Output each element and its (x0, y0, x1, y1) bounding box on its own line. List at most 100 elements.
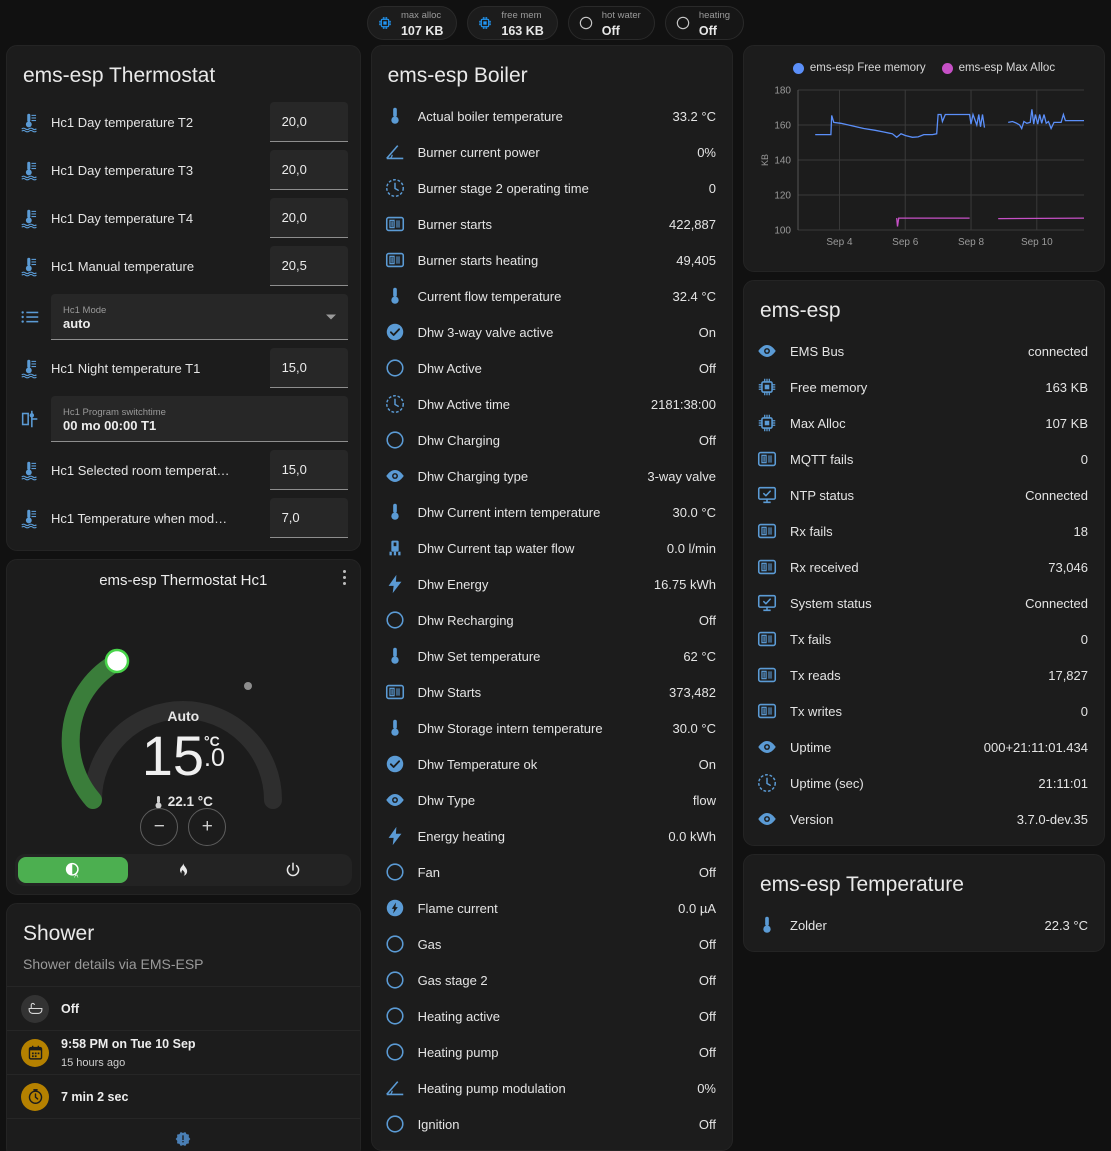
boiler-entity-row[interactable]: Current flow temperature 32.4 °C (372, 278, 732, 314)
stats-entity-row[interactable]: Rx received 73,046 (744, 549, 1104, 585)
chip-icon (758, 378, 776, 396)
stats-entity-row[interactable]: System status Connected (744, 585, 1104, 621)
stats-entity-row[interactable]: Tx fails 0 (744, 621, 1104, 657)
stats-entity-row[interactable]: Free memory 163 KB (744, 369, 1104, 405)
row-value: 0% (697, 144, 716, 160)
row-value: 33.2 °C (672, 108, 716, 124)
counter-icon (384, 213, 406, 235)
more-options-icon[interactable] (342, 570, 346, 585)
stats-entity-row[interactable]: EMS Bus connected (744, 333, 1104, 369)
row-label: Hc1 Day temperature T3 (51, 162, 194, 178)
circle-outline-icon (385, 1043, 404, 1061)
boiler-entity-row[interactable]: Dhw Current tap water flow 0.0 l/min (372, 530, 732, 566)
boiler-entity-row[interactable]: Dhw Charging Off (372, 422, 732, 458)
stats-entity-row[interactable]: Rx fails 18 (744, 513, 1104, 549)
thermometer-icon (384, 645, 406, 667)
number-input[interactable]: 20,0 (269, 102, 348, 142)
thermometer-lines-icon (21, 461, 37, 481)
boiler-entity-row[interactable]: Dhw Active time 2181:38:00 (372, 386, 732, 422)
number-input[interactable]: 7,0 (269, 498, 348, 538)
boiler-entity-row[interactable]: Burner starts heating 49,405 (372, 242, 732, 278)
boiler-entity-row[interactable]: Energy heating 0.0 kWh (372, 818, 732, 854)
boiler-entity-row[interactable]: Ignition Off (372, 1106, 732, 1142)
boiler-entity-row[interactable]: Dhw Type flow (372, 782, 732, 818)
chip-value: 107 KB (400, 23, 444, 38)
thermostat-number-row: Hc1 Selected room temperat… 15,0 (7, 446, 360, 494)
boiler-entity-row[interactable]: Dhw Energy 16.75 kWh (372, 566, 732, 602)
number-input[interactable]: 20,5 (269, 246, 348, 286)
row-label: Dhw Energy (417, 576, 489, 592)
svg-text:Sep 4: Sep 4 (826, 237, 853, 248)
boiler-entity-row[interactable]: Gas Off (372, 926, 732, 962)
circle-outline-icon (384, 429, 406, 451)
row-label: Tx writes (790, 703, 842, 719)
stats-entity-row[interactable]: Uptime (sec) 21:11:01 (744, 765, 1104, 801)
circle-outline-icon (384, 861, 406, 883)
number-input[interactable]: 15,0 (269, 348, 348, 388)
stats-entity-row[interactable]: Tx reads 17,827 (744, 657, 1104, 693)
dial-gauge[interactable]: Auto 15 °C .0 (7, 600, 360, 850)
water-pump-icon (384, 537, 406, 559)
stats-entity-row[interactable]: Tx writes 0 (744, 693, 1104, 729)
chip-max-alloc[interactable]: max alloc 107 KB (366, 5, 458, 40)
increase-temperature-button[interactable]: + (188, 808, 227, 846)
counter-icon (757, 451, 777, 467)
thermometer-lines-icon (19, 507, 41, 529)
boiler-entity-row[interactable]: Dhw Temperature ok On (372, 746, 732, 782)
boiler-entity-row[interactable]: Actual boiler temperature 33.2 °C (372, 98, 732, 134)
chip-hot-water[interactable]: hot water Off (567, 5, 655, 40)
hvac-mode-off-button[interactable] (238, 857, 348, 883)
thermometer-lines-icon (21, 209, 37, 229)
select-label: Hc1 Mode (63, 304, 107, 316)
stats-entity-row[interactable]: MQTT fails 0 (744, 441, 1104, 477)
boiler-entity-row[interactable]: Burner stage 2 operating time 0 (372, 170, 732, 206)
boiler-entity-row[interactable]: Dhw Starts 373,482 (372, 674, 732, 710)
boiler-entity-row[interactable]: Dhw Active Off (372, 350, 732, 386)
circle-outline-icon (384, 933, 406, 955)
circle-outline-icon (384, 1005, 406, 1027)
alert-decagram-icon (175, 1131, 191, 1146)
mode-select[interactable]: Hc1 Mode auto (51, 294, 348, 340)
boiler-entity-row[interactable]: Burner starts 422,887 (372, 206, 732, 242)
stats-entity-row[interactable]: NTP status Connected (744, 477, 1104, 513)
row-label: Heating active (417, 1008, 500, 1024)
hvac-mode-auto-button[interactable]: A (18, 857, 129, 883)
boiler-entity-row[interactable]: Dhw Recharging Off (372, 602, 732, 638)
boiler-entity-row[interactable]: Gas stage 2 Off (372, 962, 732, 998)
timer-icon (28, 1089, 42, 1104)
boiler-entity-row[interactable]: Dhw Current intern temperature 30.0 °C (372, 494, 732, 530)
decrease-temperature-button[interactable]: − (140, 808, 179, 846)
boiler-entity-row[interactable]: Heating active Off (372, 998, 732, 1034)
shower-item[interactable]: Off (7, 986, 360, 1030)
temperature-entity-row[interactable]: Zolder 22.3 °C (744, 907, 1104, 943)
chip-free-mem[interactable]: free mem 163 KB (467, 5, 558, 40)
boiler-entity-row[interactable]: Dhw 3-way valve active On (372, 314, 732, 350)
boiler-entity-row[interactable]: Burner current power 0% (372, 134, 732, 170)
stats-entity-row[interactable]: Uptime 000+21:11:01.434 (744, 729, 1104, 765)
stats-entity-row[interactable]: Max Alloc 107 KB (744, 405, 1104, 441)
number-input[interactable]: 15,0 (269, 450, 348, 490)
boiler-entity-row[interactable]: Heating pump Off (372, 1034, 732, 1070)
boiler-entity-row[interactable]: Dhw Storage intern temperature 30.0 °C (372, 710, 732, 746)
legend-item[interactable]: ems-esp Free memory (792, 62, 926, 74)
boiler-entity-row[interactable]: Dhw Set temperature 62 °C (372, 638, 732, 674)
chip-heating[interactable]: heating Off (664, 5, 745, 40)
shower-card-subtitle: Shower details via EMS-ESP (23, 956, 204, 972)
number-input[interactable]: 20,0 (269, 198, 348, 238)
legend-item[interactable]: ems-esp Max Alloc (941, 62, 1055, 74)
shower-item[interactable]: 9:58 PM on Tue 10 Sep 15 hours ago (7, 1030, 360, 1074)
hvac-mode-heat-button[interactable] (128, 857, 238, 883)
boiler-entity-row[interactable]: Dhw Charging type 3-way valve (372, 458, 732, 494)
boiler-entity-row[interactable]: Flame current 0.0 µA (372, 890, 732, 926)
boiler-entity-row[interactable]: Heating pump modulation 0% (372, 1070, 732, 1106)
chart-plot[interactable]: 100 120 140 160 180 KB Sep 4 Sep 6 Sep 8 Sep 10 (754, 80, 1094, 265)
shower-footer[interactable] (7, 1118, 360, 1151)
dial-arc-svg (62, 648, 283, 809)
chip-icon (758, 414, 776, 432)
stats-entity-row[interactable]: Version 3.7.0-dev.35 (744, 801, 1104, 837)
boiler-entity-row[interactable]: Fan Off (372, 854, 732, 890)
number-input[interactable]: 20,0 (269, 150, 348, 190)
hvac-mode-bar: A (15, 854, 352, 886)
shower-item[interactable]: 7 min 2 sec (7, 1074, 360, 1118)
text-input[interactable]: Hc1 Program switchtime 00 mo 00:00 T1 (51, 396, 348, 442)
